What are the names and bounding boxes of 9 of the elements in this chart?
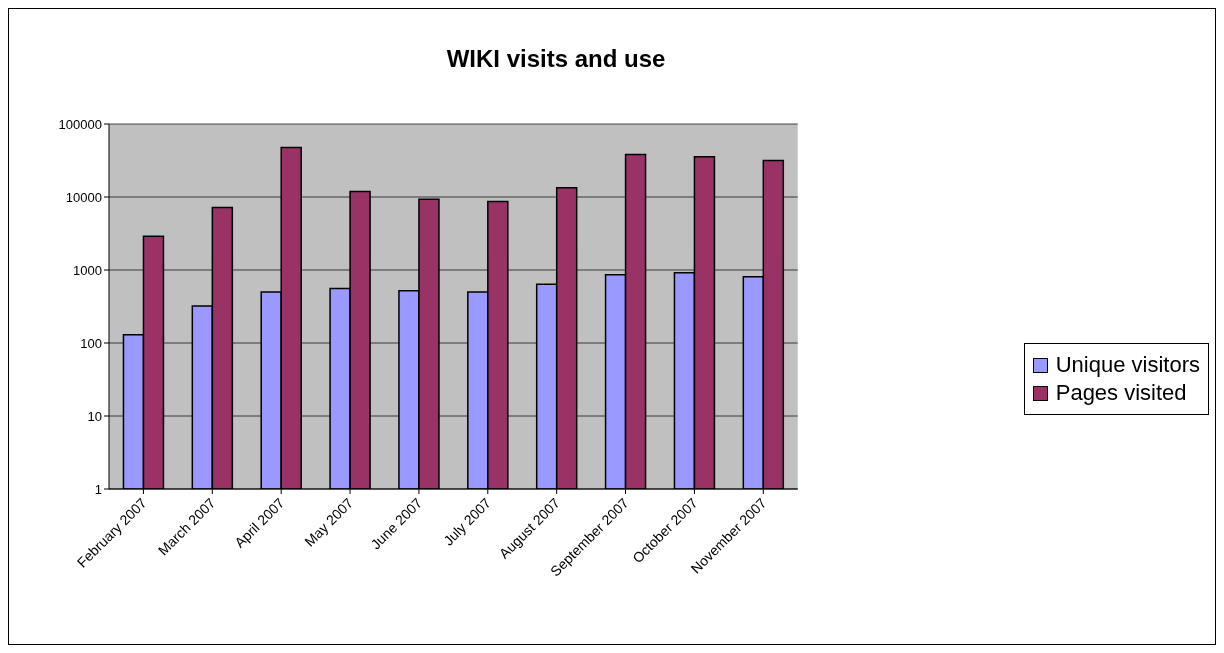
y-tick-label: 10 xyxy=(87,408,102,424)
chart-title: WIKI visits and use xyxy=(445,45,667,73)
legend-label: Pages visited xyxy=(1055,380,1187,406)
y-tick-label: 1000 xyxy=(73,262,102,278)
y-tick-label: 10000 xyxy=(65,189,102,205)
y-tick-label: 100000 xyxy=(58,116,102,132)
y-tick-label: 100 xyxy=(80,335,102,351)
legend-label: Unique visitors xyxy=(1055,352,1200,378)
y-tick-label: 1 xyxy=(94,481,102,497)
